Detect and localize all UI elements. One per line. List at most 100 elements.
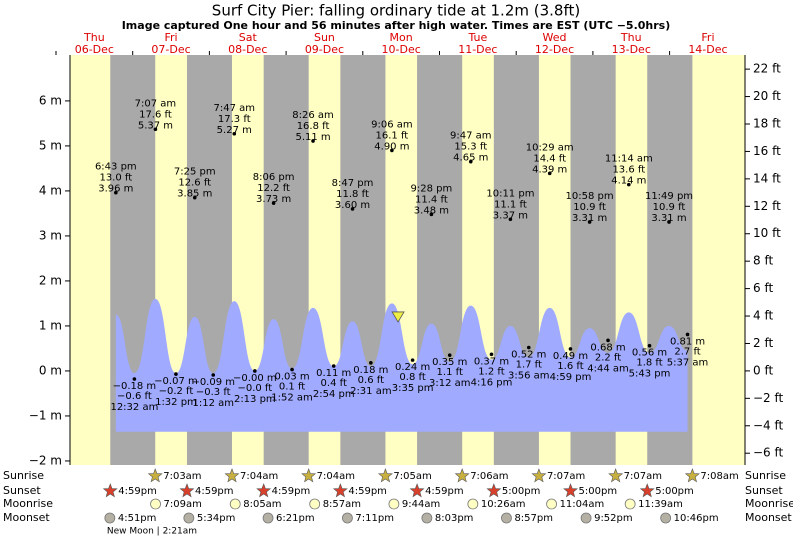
tide-label: 0.1 ft — [279, 382, 305, 393]
tide-label: 9:06 am — [371, 119, 413, 130]
tide-label: 1:32 pm — [155, 397, 197, 408]
tide-point — [626, 182, 631, 187]
tide-label: 1.1 ft — [437, 367, 463, 378]
date-label: 11-Dec — [458, 43, 497, 56]
moonrise-time: 11:39am — [638, 499, 683, 510]
tide-label: 0.6 ft — [358, 375, 384, 386]
tide-point — [390, 148, 394, 153]
moonrise-time: 7:09am — [164, 499, 202, 510]
tide-point — [568, 347, 573, 351]
sunrise-time: 7:05am — [393, 471, 431, 482]
tide-label: 11.1 ft — [494, 199, 527, 210]
tide-label: 15.3 ft — [454, 142, 487, 153]
tide-point — [132, 377, 137, 381]
tide-label: 0.68 m — [590, 342, 625, 353]
sunset-icon — [332, 483, 348, 498]
tide-point — [526, 345, 531, 350]
tide-label: 10.9 ft — [573, 202, 606, 213]
moonrise-icon — [309, 498, 321, 510]
row-label: Sunrise — [3, 469, 44, 482]
moonset-icon — [183, 512, 195, 524]
weekday-label: Sat — [239, 31, 258, 44]
tide-label: 4:44 am — [587, 363, 629, 374]
tide-label: 3.31 m — [572, 213, 607, 224]
tide-label: 5.27 m — [217, 125, 252, 136]
moonset-time: 10:46pm — [674, 513, 719, 524]
tide-point — [587, 220, 592, 224]
tide-label: 0.8 ft — [399, 372, 425, 383]
tide-point — [429, 212, 434, 217]
tide-curve-area — [115, 298, 688, 432]
tide-point — [410, 358, 415, 362]
moonrise-icon — [229, 498, 241, 510]
tide-label: 16.8 ft — [297, 121, 330, 132]
tide-label: 8:47 pm — [332, 178, 374, 189]
tide-point — [114, 190, 118, 195]
tide-label: 2.2 ft — [595, 352, 621, 363]
tide-point — [211, 373, 216, 377]
tide-point — [174, 372, 178, 376]
sunrise-time: 7:04am — [240, 471, 278, 482]
sunset-time: 5:00pm — [655, 486, 694, 497]
sunrise-time: 7:08am — [700, 471, 738, 482]
tide-label: 3:56 am — [508, 371, 550, 382]
plot-area — [70, 55, 745, 465]
tide-label: 1.6 ft — [557, 361, 583, 372]
moonset-icon — [421, 512, 433, 524]
tide-label: 2:13 pm — [234, 394, 276, 405]
tide-label: 3:12 am — [429, 378, 471, 389]
moonrise-time: 8:57am — [323, 499, 361, 510]
date-label: 14-Dec — [688, 43, 727, 56]
y-tick-label: 6 m — [39, 93, 62, 107]
tide-label: 5:37 am — [667, 357, 709, 368]
sunset-time: 4:59pm — [348, 486, 387, 497]
tide-label: 4.39 m — [532, 164, 567, 175]
tide-point — [232, 131, 237, 136]
sunset-icon — [256, 483, 272, 498]
sunrise-icon — [147, 468, 163, 483]
y-tick-label: 1 m — [39, 318, 62, 332]
y-tick-label: 4 m — [39, 183, 62, 197]
y2-tick-label: 4 ft — [753, 309, 773, 323]
weekday-label: Thu — [620, 31, 642, 44]
date-label: 09-Dec — [305, 43, 344, 56]
y2-tick-label: 0 ft — [753, 363, 773, 377]
tide-label: 12.2 ft — [257, 183, 290, 194]
tide-point — [647, 343, 652, 348]
tide-label: 16.1 ft — [376, 130, 409, 141]
moonset-icon — [104, 512, 116, 524]
tide-point — [331, 364, 336, 368]
sunset-icon — [102, 483, 118, 498]
tide-label: 11.8 ft — [336, 189, 369, 200]
sunrise-icon — [301, 468, 317, 483]
tide-label: 3.37 m — [493, 210, 528, 221]
date-label: 08-Dec — [228, 43, 267, 56]
sunrise-time: 7:06am — [470, 471, 508, 482]
tide-label: −0.00 m — [233, 373, 277, 384]
tide-label: 1:52 am — [271, 393, 313, 404]
tide-label: 3.31 m — [651, 213, 686, 224]
tide-label: −0.07 m — [154, 376, 198, 387]
sunrise-icon — [531, 468, 547, 483]
tide-label: 7:47 am — [214, 103, 256, 114]
tide-label: 10.9 ft — [653, 202, 686, 213]
sunset-time: 5:00pm — [579, 486, 618, 497]
moonset-time: 6:21pm — [276, 513, 315, 524]
tide-label: 10:58 pm — [566, 191, 614, 202]
sunset-time: 4:59pm — [425, 486, 464, 497]
sunset-icon — [409, 483, 425, 498]
moonset-icon — [580, 512, 592, 524]
moonset-icon — [660, 512, 672, 524]
y2-tick-label: 20 ft — [753, 89, 781, 103]
tide-point — [369, 361, 373, 365]
tide-label: 0.35 m — [432, 357, 467, 368]
tide-label: 10:11 pm — [486, 188, 534, 199]
tide-label: 17.6 ft — [139, 109, 172, 120]
tide-label: 0.24 m — [395, 362, 430, 373]
row-label: Moonset — [3, 511, 50, 524]
y2-tick-label: 6 ft — [753, 281, 773, 295]
tide-label: −0.0 ft — [237, 383, 272, 394]
moonrise-time: 10:26am — [481, 499, 526, 510]
moonset-time: 4:51pm — [118, 513, 157, 524]
moonset-time: 8:57pm — [514, 513, 553, 524]
